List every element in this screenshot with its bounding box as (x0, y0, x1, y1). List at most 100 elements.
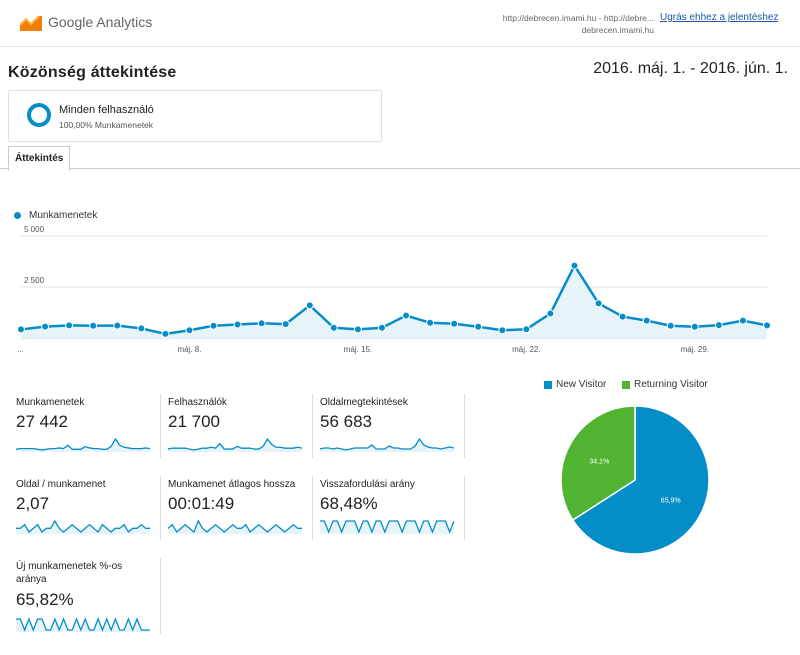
metric-sparkline (16, 437, 150, 452)
metric-card[interactable]: Oldalmegtekintések 56 683 (320, 396, 458, 476)
sparkline-area (16, 439, 150, 452)
property-url-line1: http://debrecen.imami.hu - http://debre.… (502, 13, 654, 23)
sessions-point[interactable] (89, 321, 98, 330)
metric-card[interactable]: Új munkamenetek %-os aránya 65,82% (16, 560, 154, 640)
sessions-point[interactable] (257, 319, 266, 328)
sessions-point[interactable] (233, 320, 242, 329)
metric-sparkline (16, 519, 150, 534)
metric-value: 00:01:49 (168, 494, 235, 513)
metric-label: Visszafordulási arány (320, 479, 415, 490)
segment-name: Minden felhasználó (59, 104, 154, 116)
sessions-point[interactable] (65, 321, 74, 330)
tab-divider (0, 168, 800, 169)
metric-sparkline (320, 437, 454, 452)
metric-separator (160, 558, 161, 634)
sessions-point[interactable] (426, 318, 435, 327)
sparkline-line (168, 437, 302, 451)
metric-card[interactable]: Visszafordulási arány 68,48% (320, 478, 458, 558)
segment-ring-icon (27, 103, 51, 127)
metric-card[interactable]: Felhasználók 21 700 (168, 396, 306, 476)
metric-value: 65,82% (16, 590, 74, 609)
sessions-area (21, 265, 767, 338)
sessions-point[interactable] (714, 321, 723, 330)
returning-visitor-swatch-icon (622, 380, 630, 389)
metric-separator (464, 476, 465, 540)
sessions-point[interactable] (570, 261, 579, 270)
metric-card[interactable]: Munkamenet átlagos hossza 00:01:49 (168, 478, 306, 558)
pie-legend-returning-label: Returning Visitor (634, 379, 708, 390)
sessions-point[interactable] (113, 321, 122, 330)
sessions-point[interactable] (690, 322, 699, 331)
tab-overview[interactable]: Áttekintés (8, 146, 71, 171)
app-name: Google Analytics (48, 14, 153, 30)
sessions-point[interactable] (185, 326, 194, 335)
chart-legend[interactable]: Munkamenetek (14, 210, 97, 221)
metric-sparkline (320, 520, 454, 534)
sessions-point[interactable] (329, 323, 338, 332)
sparkline-area (16, 521, 150, 534)
sessions-point[interactable] (450, 319, 459, 328)
sessions-point[interactable] (666, 321, 675, 330)
pie-slice[interactable] (560, 405, 636, 522)
sparkline-line (16, 437, 150, 451)
property-url-line2: debrecen.imami.hu (581, 25, 654, 35)
sparkline-line (168, 519, 302, 534)
sessions-point[interactable] (642, 316, 651, 325)
legend-dot-icon (14, 212, 21, 219)
metric-value: 2,07 (16, 494, 50, 513)
metric-value: 21 700 (168, 412, 220, 431)
sessions-point[interactable] (763, 321, 771, 330)
metric-label: Felhasználók (168, 397, 227, 408)
sessions-point[interactable] (161, 329, 170, 338)
pie-slice-label: 65,9% (661, 497, 681, 504)
segment-card[interactable]: Minden felhasználó 100,00% Munkamenetek (8, 90, 382, 142)
new-visitor-swatch-icon (544, 380, 552, 389)
metric-card[interactable]: Oldal / munkamenet 2,07 (16, 478, 154, 558)
metric-separator (160, 476, 161, 540)
sessions-point[interactable] (17, 325, 25, 334)
pie-legend-new-label: New Visitor (556, 379, 607, 390)
sessions-point[interactable] (618, 312, 627, 321)
visitor-pie-chart: 65,9% 34,1% (560, 405, 710, 555)
sessions-point[interactable] (402, 311, 411, 320)
pie-slice-label: 34,1% (589, 459, 609, 466)
metric-label: Oldal / munkamenet (16, 479, 106, 490)
metric-separator (464, 394, 465, 458)
sessions-point[interactable] (281, 320, 290, 329)
metric-label: Munkamenet átlagos hossza (168, 479, 296, 490)
sparkline-area (320, 439, 454, 452)
legend-label: Munkamenetek (29, 210, 98, 221)
metric-sparkline (16, 617, 150, 632)
goto-report-link[interactable]: Ugrás ehhez a jelentéshez (660, 12, 779, 23)
pie-legend-new[interactable]: New Visitor (544, 379, 606, 390)
sparkline-line (320, 520, 454, 534)
date-range[interactable]: 2016. máj. 1. - 2016. jún. 1. (593, 60, 788, 77)
pie-slice[interactable] (571, 405, 710, 555)
sessions-point[interactable] (137, 324, 146, 333)
sessions-point[interactable] (474, 322, 483, 331)
property-url: http://debrecen.imami.hu - http://debre.… (470, 12, 654, 36)
metric-value: 56 683 (320, 412, 372, 431)
sessions-point[interactable] (209, 321, 218, 330)
sessions-point[interactable] (377, 323, 386, 332)
x-tick-label: máj. 15. (344, 345, 372, 354)
sessions-point[interactable] (41, 322, 50, 331)
metric-label: Munkamenetek (16, 397, 85, 408)
sessions-point[interactable] (498, 326, 507, 335)
analytics-logo-icon (20, 15, 42, 31)
sparkline-area (168, 521, 302, 534)
y-tick-label: 5 000 (24, 225, 45, 234)
sessions-point[interactable] (522, 325, 531, 334)
metric-separator (312, 476, 313, 540)
sessions-point[interactable] (353, 325, 362, 334)
pie-legend-returning[interactable]: Returning Visitor (622, 379, 708, 390)
metric-separator (160, 394, 161, 458)
sparkline-line (320, 437, 454, 451)
metric-card[interactable]: Munkamenetek 27 442 (16, 396, 154, 476)
x-tick-label: máj. 22. (512, 345, 540, 354)
sessions-point[interactable] (594, 299, 603, 308)
sessions-point[interactable] (546, 309, 555, 318)
sessions-point[interactable] (738, 316, 747, 325)
google-analytics-logo[interactable]: Google Analytics (20, 13, 152, 31)
sessions-point[interactable] (305, 301, 314, 310)
